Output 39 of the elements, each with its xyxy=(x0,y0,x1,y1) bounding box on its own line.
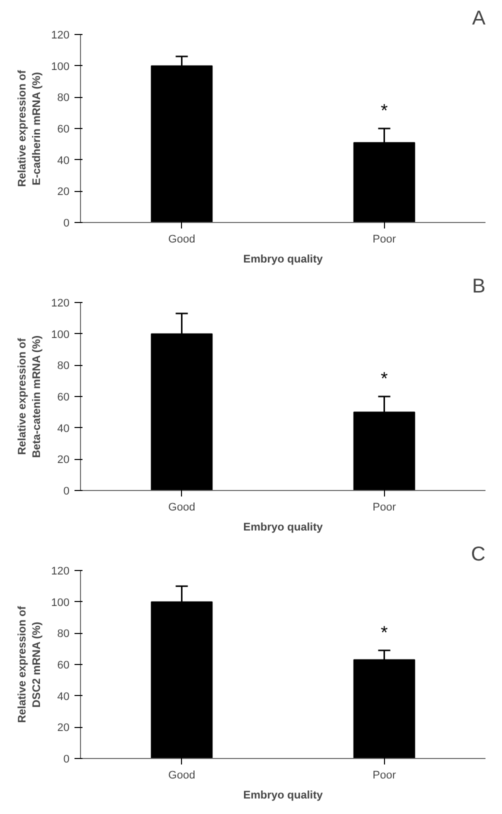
y-tick-label: 100 xyxy=(51,60,70,73)
chart-title: A xyxy=(472,8,486,30)
y-tick-label: 40 xyxy=(57,154,70,167)
y-tick-label: 80 xyxy=(57,92,70,104)
y-tick-label: 120 xyxy=(51,298,70,310)
y-tick-label: 20 xyxy=(57,722,70,734)
y-tick-label: 100 xyxy=(51,596,70,609)
y-tick-label: 20 xyxy=(57,186,70,198)
y-tick-label: 20 xyxy=(57,454,70,466)
y-tick-label: 60 xyxy=(57,392,70,404)
y-tick-label: 0 xyxy=(63,218,70,230)
annotation: * xyxy=(380,368,388,388)
y-tick-label: 80 xyxy=(57,360,70,372)
y-axis-title: Relative expression of E-cadherin mRNA (%) xyxy=(16,70,44,187)
y-tick-label: 40 xyxy=(57,690,70,703)
y-tick-label: 40 xyxy=(57,422,70,435)
y-tick-label: 120 xyxy=(51,30,70,42)
x-axis-title: Embryo quality xyxy=(243,522,324,534)
x-tick-label: Good xyxy=(168,502,196,514)
x-axis-title: Embryo quality xyxy=(243,254,324,266)
x-tick-label: Good xyxy=(168,234,196,246)
chart-title: B xyxy=(472,276,486,298)
y-tick-label: 60 xyxy=(57,124,70,136)
y-axis-title: Relative expression of DSC2 mRNA (%) xyxy=(16,606,44,723)
y-tick-label: 120 xyxy=(51,566,70,578)
x-tick-label: Poor xyxy=(372,234,396,246)
annotation: * xyxy=(380,622,388,642)
chart-title: C xyxy=(471,544,486,566)
y-tick-label: 80 xyxy=(57,628,70,640)
y-tick-label: 100 xyxy=(51,328,70,341)
x-tick-label: Poor xyxy=(372,770,396,782)
y-tick-label: 60 xyxy=(57,660,70,672)
annotation: * xyxy=(380,100,388,120)
x-tick-label: Good xyxy=(168,770,196,782)
y-axis-title: Relative expression of Beta-catenin mRNA (%) xyxy=(16,335,44,458)
x-axis-title: Embryo quality xyxy=(243,790,324,802)
x-tick-label: Poor xyxy=(372,502,396,514)
y-tick-label: 0 xyxy=(63,754,70,766)
y-tick-label: 0 xyxy=(63,486,70,498)
